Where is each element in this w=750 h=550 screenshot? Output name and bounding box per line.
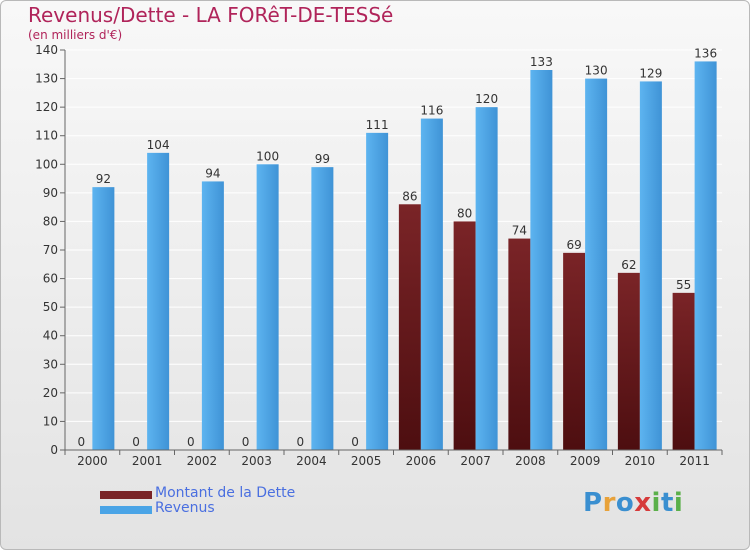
x-tick-label: 2011 bbox=[679, 454, 710, 468]
x-tick-label: 2000 bbox=[77, 454, 108, 468]
data-label-dette: 0 bbox=[351, 435, 359, 449]
legend-label-revenus: Revenus bbox=[155, 500, 215, 516]
data-label-revenus: 99 bbox=[315, 152, 330, 166]
bar-dette bbox=[563, 252, 586, 450]
y-tick-label: 80 bbox=[43, 214, 58, 228]
y-tick-label: 120 bbox=[35, 100, 58, 114]
x-tick-label: 2004 bbox=[296, 454, 327, 468]
chart-title: Revenus/Dette - LA FORêT-DE-TESSé bbox=[28, 3, 394, 27]
bar-revenus bbox=[256, 164, 279, 451]
data-label-dette: 62 bbox=[621, 258, 636, 272]
x-tick-label: 2003 bbox=[241, 454, 272, 468]
y-tick-label: 100 bbox=[35, 157, 58, 171]
x-tick-label: 2008 bbox=[515, 454, 546, 468]
y-tick-label: 40 bbox=[43, 329, 58, 343]
bar-dette bbox=[453, 221, 476, 450]
logo-letter: o bbox=[615, 488, 635, 518]
bar-revenus bbox=[530, 70, 553, 450]
data-label-dette: 74 bbox=[512, 224, 527, 238]
data-label-revenus: 111 bbox=[366, 118, 389, 132]
data-label-revenus: 120 bbox=[475, 92, 498, 106]
y-tick-label: 10 bbox=[43, 414, 58, 428]
data-label-revenus: 133 bbox=[530, 55, 553, 69]
data-label-revenus: 92 bbox=[96, 172, 111, 186]
data-label-revenus: 104 bbox=[147, 138, 170, 152]
bar-dette bbox=[398, 204, 421, 450]
y-tick-label: 140 bbox=[35, 43, 58, 57]
data-label-dette: 0 bbox=[242, 435, 250, 449]
bar-dette bbox=[672, 292, 695, 450]
data-label-revenus: 100 bbox=[256, 149, 279, 163]
legend-swatch-revenus bbox=[100, 506, 152, 514]
logo-letter: i bbox=[651, 488, 661, 518]
bar-dette bbox=[508, 238, 531, 450]
x-tick-label: 2010 bbox=[625, 454, 656, 468]
x-tick-label: 2006 bbox=[406, 454, 437, 468]
y-tick-label: 50 bbox=[43, 300, 58, 314]
chart-subtitle: (en milliers d'€) bbox=[28, 28, 123, 42]
bar-revenus bbox=[639, 81, 662, 450]
data-label-revenus: 129 bbox=[639, 66, 662, 80]
bar-revenus bbox=[694, 61, 717, 451]
data-label-dette: 80 bbox=[457, 206, 472, 220]
logo-letter: x bbox=[634, 488, 652, 518]
legend-label-dette: Montant de la Dette bbox=[155, 485, 296, 501]
bar-revenus bbox=[92, 187, 115, 450]
legend-swatch-dette bbox=[100, 491, 152, 499]
y-tick-label: 30 bbox=[43, 357, 58, 371]
bar-dette bbox=[617, 272, 640, 450]
y-tick-label: 130 bbox=[35, 72, 58, 86]
logo-letter: t bbox=[660, 488, 674, 518]
y-tick-label: 90 bbox=[43, 186, 58, 200]
x-tick-label: 2005 bbox=[351, 454, 382, 468]
y-tick-label: 20 bbox=[43, 386, 58, 400]
data-label-dette: 0 bbox=[297, 435, 305, 449]
data-label-dette: 0 bbox=[187, 435, 195, 449]
bar-revenus bbox=[201, 181, 224, 450]
bar-revenus bbox=[420, 118, 443, 451]
x-tick-label: 2002 bbox=[187, 454, 218, 468]
logo-letter: P bbox=[583, 488, 603, 518]
data-label-dette: 69 bbox=[566, 238, 581, 252]
data-label-revenus: 116 bbox=[420, 104, 443, 118]
y-tick-label: 0 bbox=[50, 443, 58, 457]
data-label-revenus: 136 bbox=[694, 46, 717, 60]
logo-letter: i bbox=[673, 488, 684, 518]
data-label-revenus: 94 bbox=[205, 166, 220, 180]
bar-revenus bbox=[585, 78, 608, 451]
y-tick-label: 110 bbox=[35, 129, 58, 143]
y-tick-label: 60 bbox=[43, 272, 58, 286]
bar-revenus bbox=[311, 167, 334, 450]
x-tick-label: 2009 bbox=[570, 454, 601, 468]
data-label-dette: 86 bbox=[402, 189, 417, 203]
x-tick-label: 2001 bbox=[132, 454, 163, 468]
x-tick-label: 2007 bbox=[460, 454, 491, 468]
bar-revenus bbox=[147, 152, 170, 450]
bar-revenus bbox=[475, 107, 498, 451]
data-label-revenus: 130 bbox=[585, 64, 608, 78]
data-label-dette: 0 bbox=[78, 435, 86, 449]
data-label-dette: 55 bbox=[676, 278, 691, 292]
data-label-dette: 0 bbox=[132, 435, 140, 449]
logo-letter: r bbox=[602, 488, 616, 518]
bar-revenus bbox=[366, 132, 389, 450]
proxiti-logo: Proxiti bbox=[583, 488, 683, 518]
y-tick-label: 70 bbox=[43, 243, 58, 257]
